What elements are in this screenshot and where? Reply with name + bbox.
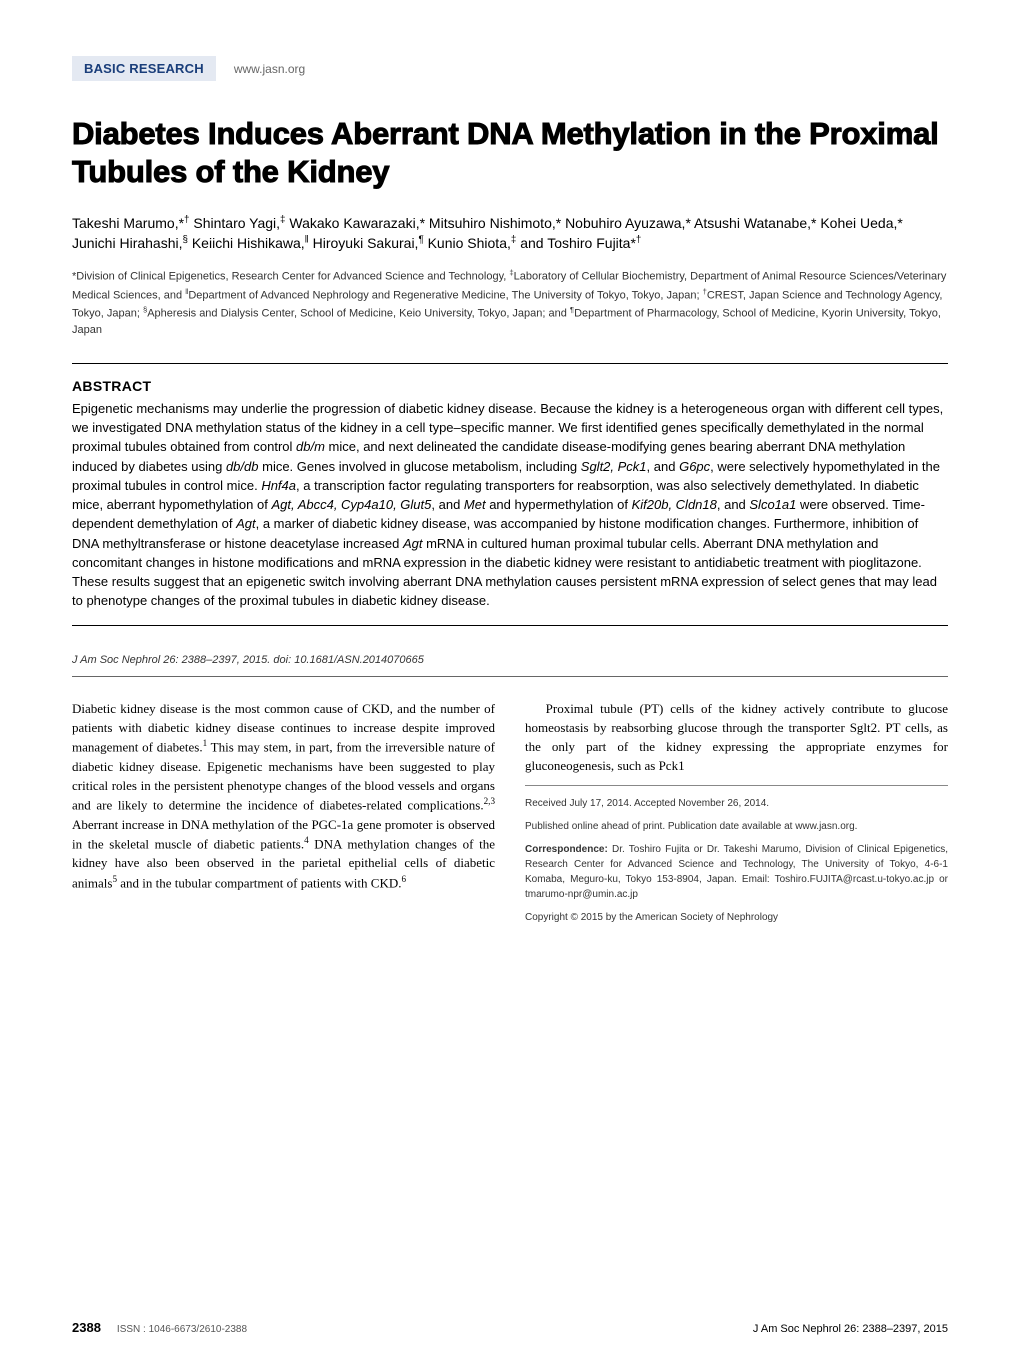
section-tag: BASIC RESEARCH [72, 56, 216, 81]
abstract-heading: ABSTRACT [72, 378, 948, 394]
publication-note: Published online ahead of print. Publica… [525, 819, 948, 834]
affiliations: *Division of Clinical Epigenetics, Resea… [72, 267, 948, 339]
journal-url: www.jasn.org [234, 62, 305, 76]
footer-left: 2388 ISSN : 1046-6673/2610-2388 [72, 1320, 247, 1335]
page-footer: 2388 ISSN : 1046-6673/2610-2388 J Am Soc… [72, 1320, 948, 1335]
citation-line: J Am Soc Nephrol 26: 2388–2397, 2015. do… [72, 654, 948, 666]
copyright-line: Copyright © 2015 by the American Society… [525, 910, 948, 925]
body-para-left: Diabetic kidney disease is the most comm… [72, 699, 495, 893]
divider [72, 676, 948, 677]
correspondence: Correspondence: Dr. Toshiro Fujita or Dr… [525, 842, 948, 902]
authors-line: Takeshi Marumo,*† Shintaro Yagi,‡ Wakako… [72, 213, 948, 254]
received-line: Received July 17, 2014. Accepted Novembe… [525, 796, 948, 811]
abstract-block: ABSTRACT Epigenetic mechanisms may under… [72, 363, 948, 626]
right-column: Proximal tubule (PT) cells of the kidney… [525, 699, 948, 934]
page-number: 2388 [72, 1320, 101, 1335]
left-column: Diabetic kidney disease is the most comm… [72, 699, 495, 934]
issn-line: ISSN : 1046-6673/2610-2388 [117, 1324, 247, 1335]
body-para-right: Proximal tubule (PT) cells of the kidney… [525, 699, 948, 776]
abstract-text: Epigenetic mechanisms may underlie the p… [72, 399, 948, 611]
journal-reference: J Am Soc Nephrol 26: 2388–2397, 2015 [753, 1323, 948, 1335]
article-title: Diabetes Induces Aberrant DNA Methylatio… [72, 115, 948, 191]
meta-separator-1 [525, 785, 948, 786]
header-row: BASIC RESEARCH www.jasn.org [72, 56, 948, 81]
body-columns: Diabetic kidney disease is the most comm… [72, 699, 948, 934]
